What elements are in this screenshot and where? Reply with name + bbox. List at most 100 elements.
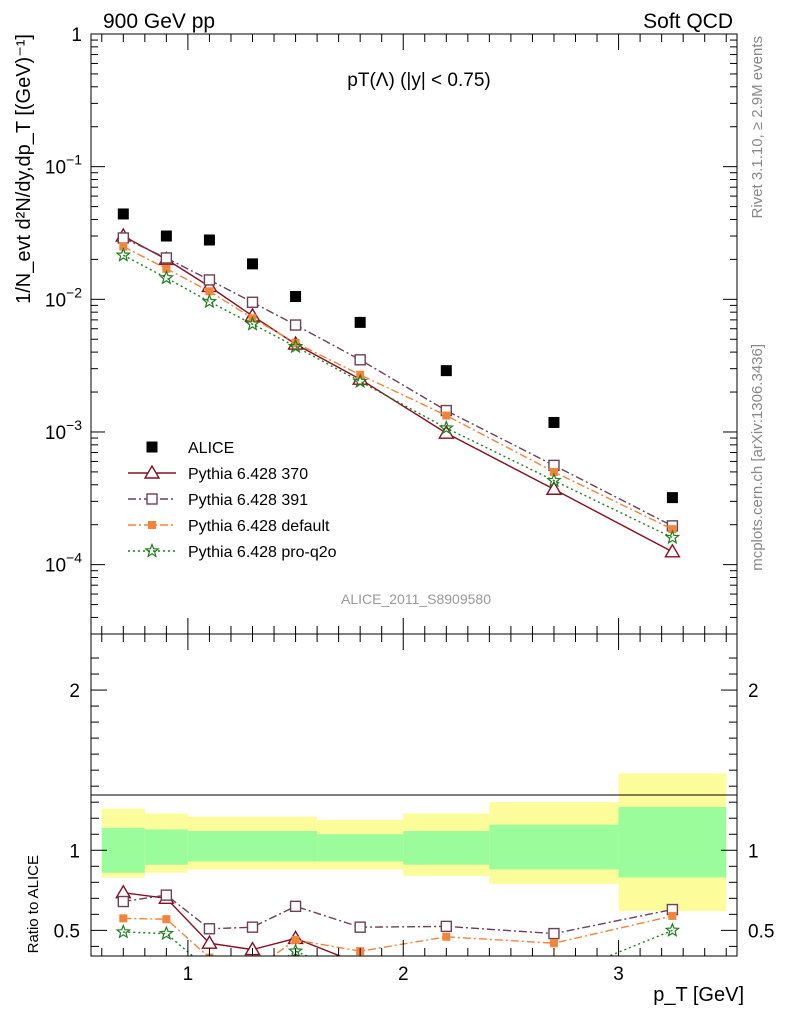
main-y-tick-label: 10−4 [45,550,82,577]
ratio-point-pdef [119,914,128,923]
point-alice [290,291,302,303]
ratio-frame [90,633,738,957]
point-pdef [162,264,171,273]
ratio-point-pdef [249,966,257,974]
ratio-panel: 0.5 0.5 1 1 2 2 1 2 3 Ratio to ALICE p_T [GeV] [25,633,775,1006]
x-axis-label: p_T [GeV] [653,984,744,1006]
ratio-y-axis-label: Ratio to ALICE [25,855,42,953]
rivet-version-text: Rivet 3.1.10, ≥ 2.9M events [749,36,766,219]
x-tick-label: 2 [398,964,409,985]
ratio-axis-ticks [91,634,737,956]
x-tick-label: 1 [183,964,194,985]
main-y-tick-label: 10−2 [45,284,82,311]
ratio-point-p391 [289,900,302,913]
legend-label-p370: Pythia 6.428 370 [188,466,308,483]
point-pdef [291,338,300,347]
point-p370 [545,480,563,495]
ratio-point-p391 [354,921,366,933]
legend-marker-alice [146,441,158,453]
legend: ALICE Pythia 6.428 370 Pythia 6.428 391 Pyt… [128,440,337,561]
point-pq2o [438,419,455,435]
legend-label-pdef: Pythia 6.428 default [188,518,330,535]
point-p370 [664,543,681,558]
point-alice [160,230,172,242]
ratio-point-p391 [160,889,173,901]
point-p391 [160,252,173,264]
ratio-point-pq2o [664,922,681,937]
point-p391 [203,274,216,286]
ratio-point-pq2o [246,972,258,984]
point-pq2o [352,373,368,389]
ratio-y-tick-label-left: 2 [69,681,80,702]
point-alice [548,416,560,428]
point-pdef [549,467,558,476]
ratio-point-p391 [440,920,452,933]
ratio-point-pq2o [203,964,215,976]
point-p391 [117,232,130,244]
ratio-point-pq2o [548,972,560,984]
point-pq2o [201,293,218,309]
point-pdef [119,242,128,251]
legend-label-p391: Pythia 6.428 391 [188,492,308,509]
point-alice [666,492,678,504]
ratio-point-pdef [549,939,558,948]
ratio-series-group [115,884,681,992]
point-alice [354,316,366,328]
band-inner [618,807,727,878]
legend-marker-pdef [148,521,156,529]
ratio-point-p370 [439,971,453,983]
ratio-point-p370 [547,979,561,991]
ratio-y-tick-label-left: 1 [69,841,80,862]
main-y-tick-labels: 1 10−1 10−2 10−3 10−4 [45,25,82,577]
point-pq2o [546,472,562,488]
legend-label-alice: ALICE [188,440,234,457]
ratio-point-p391 [203,923,216,935]
ratio-y-tick-label-right: 0.5 [748,921,774,942]
ratio-uncertainty-bands [101,773,727,912]
ratio-tick-labels: 0.5 0.5 1 1 2 2 1 2 3 [54,681,775,985]
main-axis-ticks [91,33,737,635]
ratio-point-pdef [162,915,171,924]
legend-marker-p370 [143,464,161,479]
band-inner [101,827,145,873]
x-tick-label: 3 [613,964,624,985]
ratio-y-tick-label-left: 0.5 [54,921,80,942]
point-alice [203,234,215,246]
point-p391 [289,319,302,331]
ratio-line-pq2o [123,929,673,956]
main-y-tick-label: 10−3 [45,417,82,444]
ratio-point-pdef [291,935,300,944]
ratio-y-tick-label-right: 2 [748,681,759,702]
point-pdef [205,287,214,296]
point-pq2o [244,315,261,331]
point-pdef [668,525,677,534]
band-inner [403,831,490,865]
ratio-point-pq2o [158,925,175,941]
point-pq2o [664,529,681,545]
point-pq2o [115,246,132,262]
watermark-label: ALICE_2011_S8909580 [341,591,491,607]
ratio-point-pq2o [440,980,452,992]
band-inner [274,831,318,862]
main-plot-title: pT(Λ) (|y| < 0.75) [347,70,490,91]
ratio-point-pdef [668,911,677,920]
legend-marker-pq2o [144,542,160,558]
main-y-axis-label: 1/N_evt d²N/dy,dp_T [(GeV)⁻¹] [13,34,35,304]
band-inner [144,829,188,865]
ratio-point-p391 [117,895,130,908]
header-left: 900 GeV pp [103,10,215,33]
point-alice [247,258,258,270]
main-y-tick-label: 1 [71,25,82,46]
main-y-tick-label: 10−1 [45,152,82,179]
ratio-y-tick-label-right: 1 [748,841,759,862]
legend-marker-p391 [146,493,158,505]
main-series-group [115,208,681,558]
band-inner [489,824,619,870]
point-p391 [246,296,259,308]
point-pq2o [287,338,304,354]
ratio-point-pq2o [354,972,366,984]
ratio-point-pq2o [115,923,132,939]
ratio-point-pdef [442,932,451,941]
ratio-point-p391 [548,927,560,940]
point-pdef [442,411,451,420]
